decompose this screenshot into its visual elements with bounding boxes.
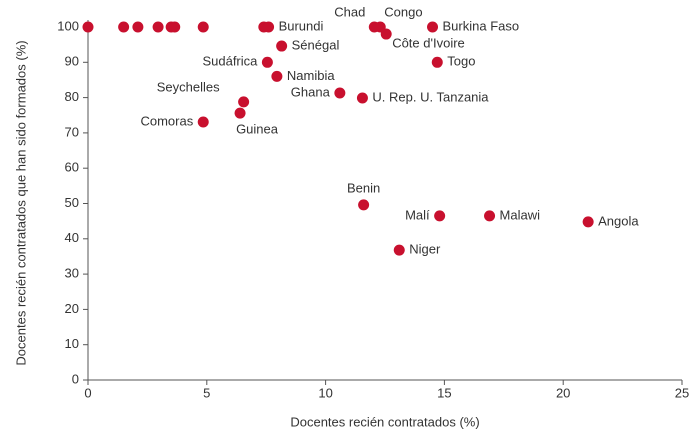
y-tick-label: 80 <box>65 89 79 104</box>
y-tick-label: 20 <box>65 301 79 316</box>
point <box>132 21 144 33</box>
point <box>263 21 275 33</box>
point-label: Chad <box>334 4 365 19</box>
point <box>234 107 246 119</box>
point-label: Malawi <box>500 207 541 222</box>
point-label: Congo <box>384 4 422 19</box>
y-tick-label: 10 <box>65 336 79 351</box>
point <box>334 87 346 99</box>
x-tick-label: 25 <box>675 385 689 400</box>
point <box>82 21 94 33</box>
y-tick-label: 60 <box>65 160 79 175</box>
point-label: Sénégal <box>292 37 340 52</box>
point <box>431 56 443 68</box>
point <box>238 96 250 108</box>
point <box>197 116 209 128</box>
point <box>271 70 283 82</box>
y-tick-label: 70 <box>65 124 79 139</box>
point <box>434 210 446 222</box>
x-tick-label: 20 <box>556 385 570 400</box>
point-label: U. Rep. U. Tanzania <box>372 89 489 104</box>
x-tick-label: 0 <box>84 385 91 400</box>
point-label: Angola <box>598 213 639 228</box>
point <box>380 28 392 40</box>
point <box>427 21 439 33</box>
x-axis-label: Docentes recién contratados (%) <box>290 414 479 429</box>
y-tick-label: 0 <box>72 371 79 386</box>
point <box>169 21 181 33</box>
point <box>276 40 288 52</box>
y-axis-label: Docentes recién contratados que han sido… <box>13 40 28 365</box>
point <box>152 21 164 33</box>
y-tick-label: 40 <box>65 230 79 245</box>
y-tick-label: 100 <box>57 18 79 33</box>
point <box>393 244 405 256</box>
point <box>197 21 209 33</box>
point-label: Burkina Faso <box>443 18 520 33</box>
x-tick-label: 5 <box>203 385 210 400</box>
y-tick-label: 90 <box>65 54 79 69</box>
point-label: Burundi <box>279 18 324 33</box>
point-label: Malí <box>405 207 430 222</box>
point <box>582 216 594 228</box>
point-label: Ghana <box>291 84 331 99</box>
y-tick-label: 30 <box>65 266 79 281</box>
point-label: Benin <box>347 180 380 195</box>
point <box>356 92 368 104</box>
point-label: Comoras <box>140 113 193 128</box>
point-label: Namibia <box>287 68 335 83</box>
y-tick-label: 50 <box>65 195 79 210</box>
point <box>118 21 130 33</box>
point <box>484 210 496 222</box>
x-tick-label: 10 <box>318 385 332 400</box>
point-label: Guinea <box>236 122 279 137</box>
point-label: Niger <box>409 242 441 257</box>
point <box>358 199 370 211</box>
point <box>261 56 273 68</box>
x-tick-label: 15 <box>437 385 451 400</box>
point-label: Seychelles <box>157 79 220 94</box>
point-label: Togo <box>447 54 475 69</box>
point-label: Côte d'Ivoire <box>392 35 465 50</box>
point-label: Sudáfrica <box>202 54 258 69</box>
